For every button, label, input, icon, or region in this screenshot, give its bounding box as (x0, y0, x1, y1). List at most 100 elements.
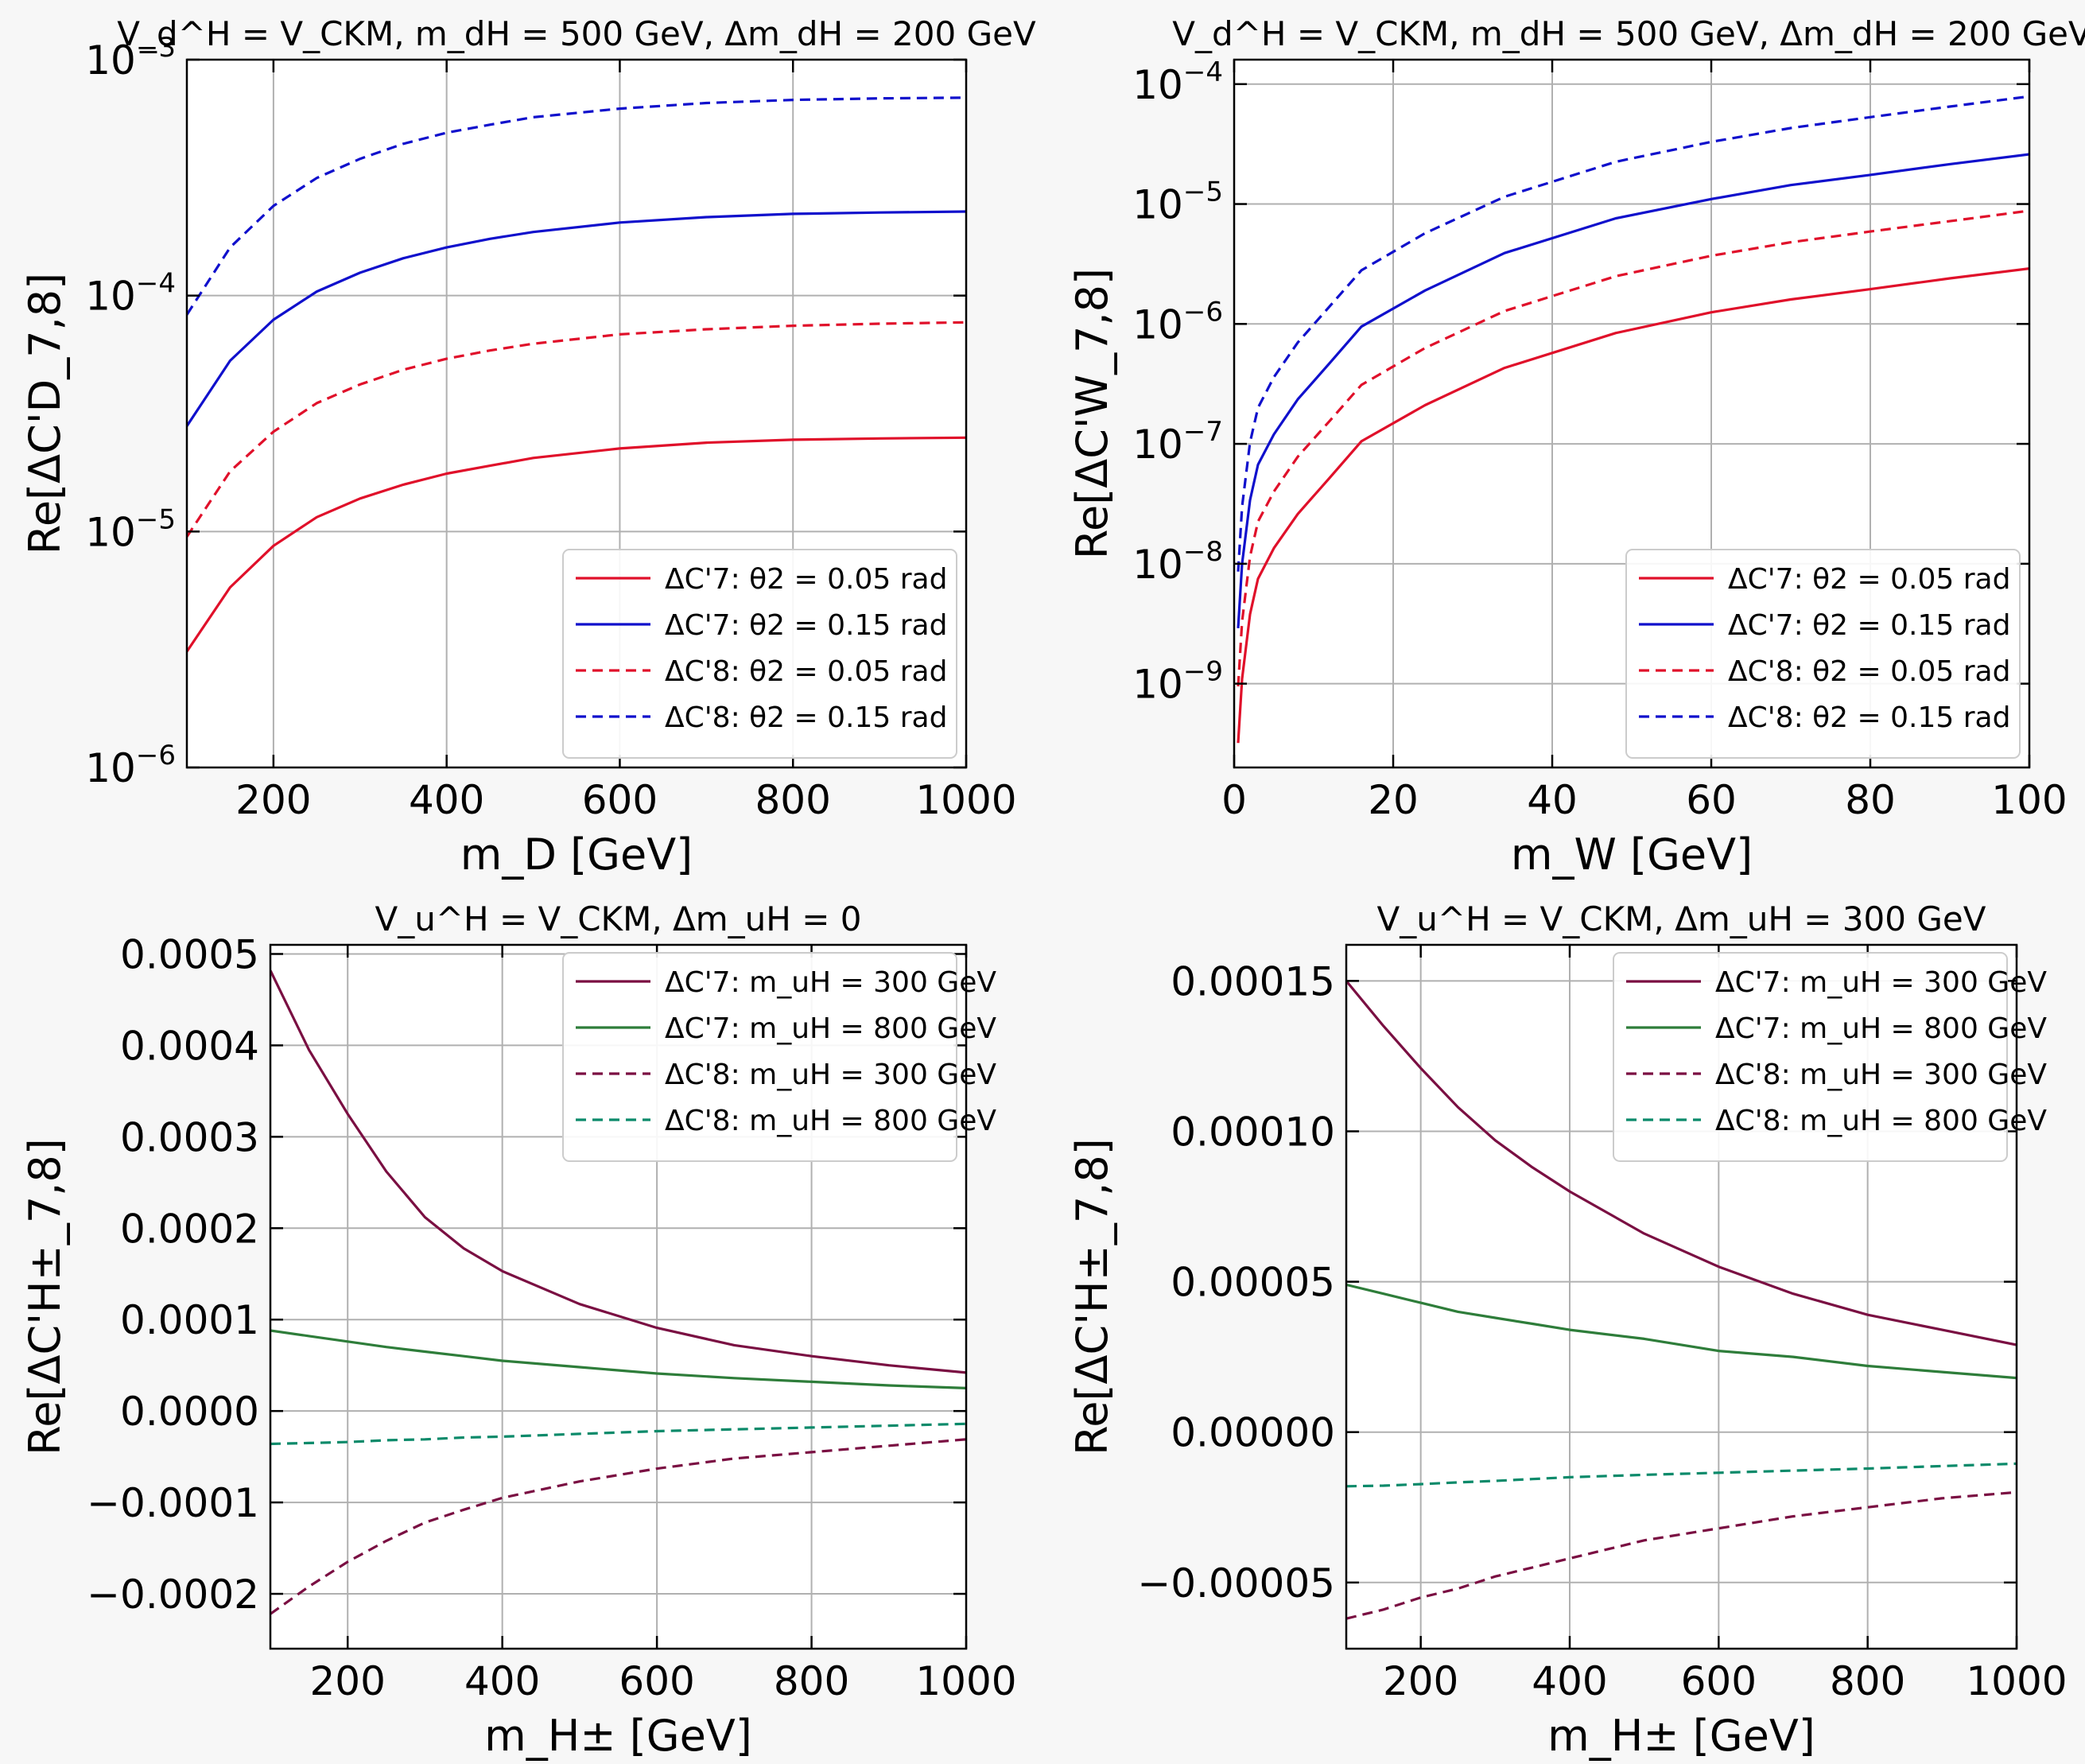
legend-box (1613, 952, 2008, 1162)
legend-box (1625, 549, 2021, 759)
legend-label-0: ΔC'7: θ2 = 0.05 rad (665, 563, 947, 596)
legend: ΔC'7: θ2 = 0.05 rad ΔC'7: θ2 = 0.15 rad ΔC… (1625, 549, 2021, 759)
y-tick-label: 0.00000 (1171, 1410, 1335, 1456)
plot-frame (185, 58, 968, 769)
y-tick-label: 10−7 (1132, 416, 1223, 468)
legend-label-2: ΔC'8: θ2 = 0.05 rad (665, 655, 947, 688)
x-tick-label: 200 (235, 777, 311, 823)
x-tick-label: 800 (755, 777, 831, 823)
plot-frame (1233, 58, 2031, 769)
legend-label-3: ΔC'8: m_uH = 800 GeV (665, 1105, 996, 1137)
y-tick-label: 10−4 (85, 268, 176, 320)
x-tick-label: 800 (774, 1658, 849, 1704)
plot-frame (269, 943, 968, 1650)
y-tick-label: 0.00005 (1171, 1260, 1335, 1306)
x-tick-label: 1000 (915, 777, 1016, 823)
y-axis-label: Re[ΔC'H±_7,8] (1067, 1138, 1117, 1455)
y-tick-label: 10−8 (1132, 536, 1223, 588)
series-line-2 (270, 1438, 966, 1615)
legend-label-1: ΔC'7: θ2 = 0.15 rad (665, 609, 947, 642)
series-line-2 (187, 321, 966, 538)
series-line-1 (1237, 153, 2029, 628)
x-tick-label: 1000 (1966, 1658, 2067, 1704)
legend-label-0: ΔC'7: θ2 = 0.05 rad (1728, 563, 2010, 596)
series-line-1 (1346, 1283, 2017, 1380)
series-line-0 (187, 436, 966, 653)
chart-panel-top-left: 200 400 600 800 1000 10−6 10−5 10−4 10−3V_d^H = … (20, 14, 1036, 880)
x-tick-label: 800 (1830, 1658, 1905, 1704)
y-tick-label: 10−6 (1132, 296, 1223, 348)
y-axis-label: Re[ΔC'H±_7,8] (20, 1138, 70, 1455)
x-tick-label: 400 (1532, 1658, 1607, 1704)
legend-box (562, 549, 957, 759)
x-tick-label: 400 (409, 777, 484, 823)
x-tick-label: 200 (310, 1658, 386, 1704)
y-axis-label: Re[ΔC'D_7,8] (20, 273, 70, 554)
x-tick-label: 600 (619, 1658, 694, 1704)
chart-panel-bottom-right: 200 400 600 800 1000 −0.00005 0.00000 0.00005 0.… (1067, 899, 2068, 1761)
legend-label-3: ΔC'8: θ2 = 0.15 rad (665, 701, 947, 734)
chart-title: V_u^H = V_CKM, Δm_uH = 300 GeV (1377, 899, 1986, 938)
x-axis-label: m_W [GeV] (1511, 830, 1753, 880)
legend: ΔC'7: m_uH = 300 GeV ΔC'7: m_uH = 800 GeV… (1613, 952, 2047, 1162)
y-tick-label: −0.0002 (87, 1572, 259, 1618)
y-tick-label: 0.0002 (120, 1206, 259, 1252)
y-tick-label: 10−5 (1132, 177, 1223, 228)
x-tick-label: 0 (1221, 777, 1247, 823)
y-tick-label: 0.0004 (120, 1023, 259, 1069)
series-line-0 (1346, 980, 2017, 1346)
chart-title: V_d^H = V_CKM, m_dH = 500 GeV, Δm_dH = 2… (117, 14, 1036, 53)
y-tick-label: 10−3 (85, 32, 176, 84)
series-line-0 (270, 969, 966, 1374)
series-lines (187, 96, 966, 653)
x-tick-label: 100 (1991, 777, 2067, 823)
x-axis-label: m_H± [GeV] (1547, 1711, 1815, 1761)
chart-panel-bottom-left: 200 400 600 800 1000 −0.0002 −0.0001 0.0000 0.00… (20, 899, 1017, 1761)
legend-label-0: ΔC'7: m_uH = 300 GeV (665, 966, 996, 999)
y-axis-label: Re[ΔC'W_7,8] (1067, 268, 1117, 559)
series-line-3 (1346, 1462, 2017, 1488)
series-line-3 (1237, 95, 2029, 572)
legend-label-1: ΔC'7: m_uH = 800 GeV (1715, 1012, 2047, 1045)
series-line-3 (270, 1422, 966, 1446)
y-tick-label: 0.0001 (120, 1297, 259, 1343)
x-tick-label: 20 (1368, 777, 1419, 823)
y-tick-label: 0.0005 (120, 931, 259, 977)
y-tick-label: 10−5 (85, 503, 176, 555)
ticks (1233, 60, 2031, 767)
y-tick-label: 10−6 (85, 740, 176, 791)
x-tick-label: 400 (464, 1658, 540, 1704)
x-tick-label: 200 (1383, 1658, 1458, 1704)
y-tick-label: 0.0000 (120, 1389, 259, 1435)
series-lines (1346, 980, 2017, 1620)
legend-box (562, 952, 957, 1162)
y-tick-label: 10−9 (1132, 656, 1223, 708)
series-line-1 (270, 1329, 966, 1389)
x-tick-label: 600 (582, 777, 658, 823)
series-lines (270, 969, 966, 1615)
y-tick-label: 0.00010 (1171, 1109, 1335, 1155)
legend: ΔC'7: m_uH = 300 GeV ΔC'7: m_uH = 800 GeV… (562, 952, 996, 1162)
y-tick-label: 0.00015 (1171, 958, 1335, 1004)
chart-title: V_u^H = V_CKM, Δm_uH = 0 (375, 899, 861, 938)
legend-label-0: ΔC'7: m_uH = 300 GeV (1715, 966, 2047, 999)
x-tick-label: 600 (1681, 1658, 1757, 1704)
chart-panel-top-right: 0 20 40 60 80 100 10−9 10−8 10−7 10−6 10−5 10−4V_d^… (1067, 14, 2085, 880)
legend-label-2: ΔC'8: m_uH = 300 GeV (665, 1059, 996, 1091)
legend-label-2: ΔC'8: m_uH = 300 GeV (1715, 1059, 2047, 1091)
series-line-1 (187, 210, 966, 427)
x-tick-label: 40 (1527, 777, 1578, 823)
legend-label-1: ΔC'7: m_uH = 800 GeV (665, 1012, 996, 1045)
x-axis-label: m_D [GeV] (460, 830, 693, 880)
series-line-3 (187, 96, 966, 316)
y-tick-label: −0.00005 (1137, 1560, 1335, 1607)
legend-label-2: ΔC'8: θ2 = 0.05 rad (1728, 655, 2010, 688)
ticks (187, 58, 968, 769)
y-tick-label: 10−4 (1132, 56, 1223, 108)
series-line-2 (1237, 209, 2029, 687)
legend-label-3: ΔC'8: θ2 = 0.15 rad (1728, 701, 2010, 734)
x-tick-label: 60 (1686, 777, 1737, 823)
x-tick-label: 1000 (915, 1658, 1016, 1704)
